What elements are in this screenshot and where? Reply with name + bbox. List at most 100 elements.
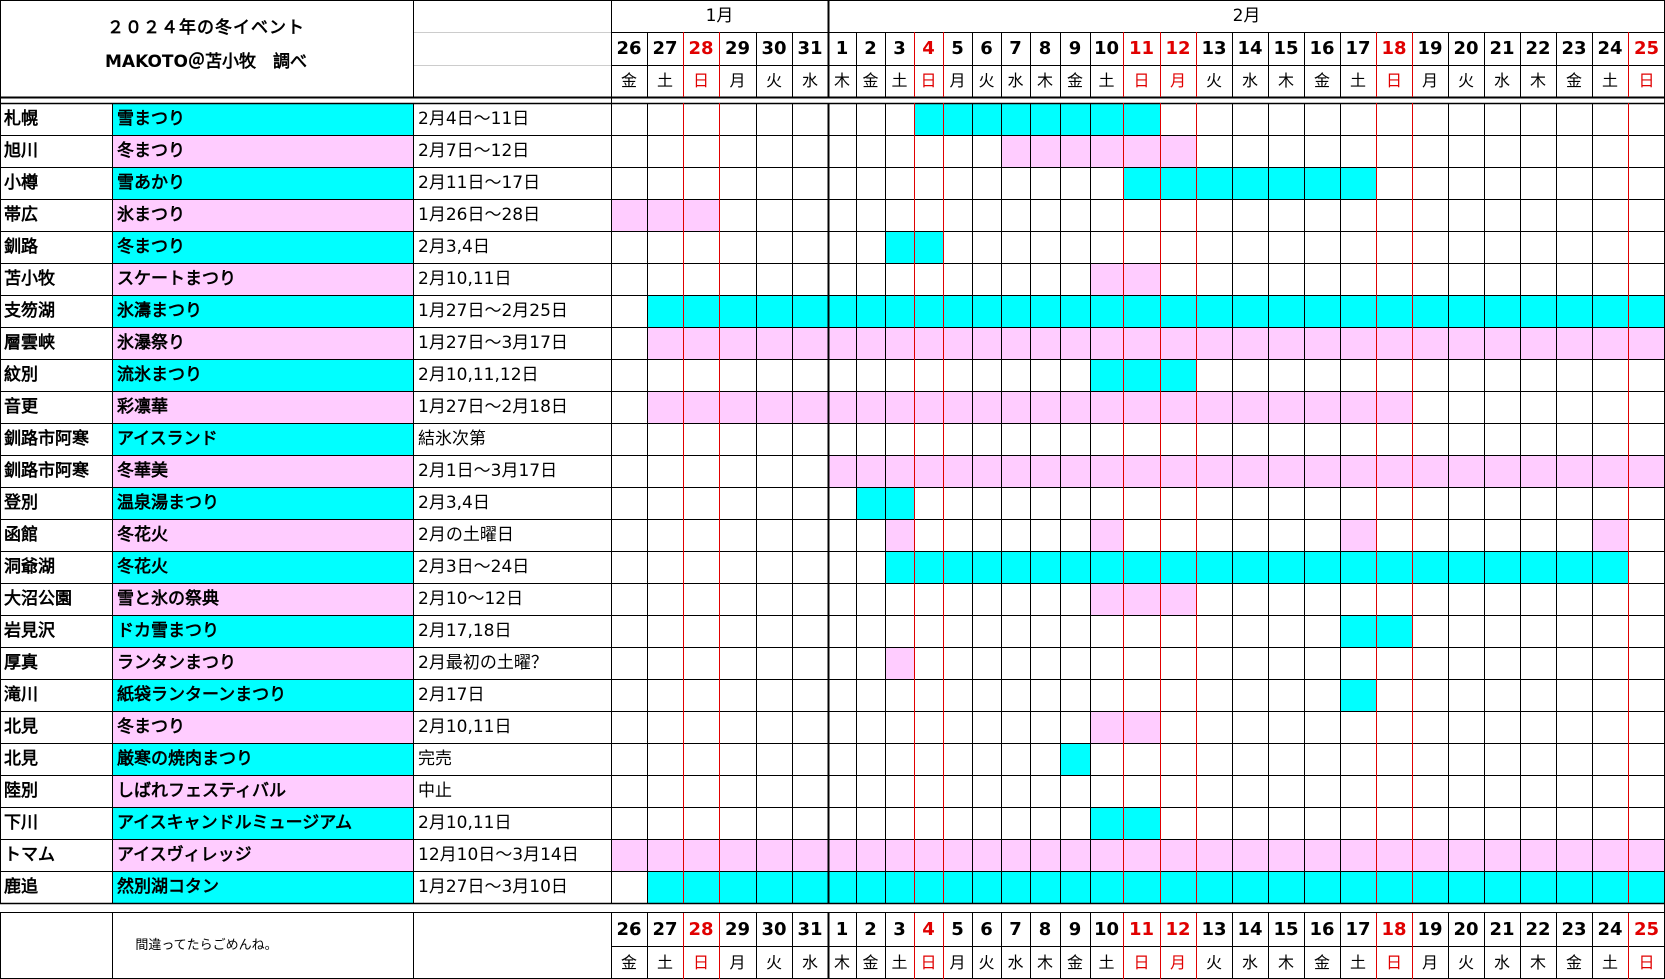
event-day-mark xyxy=(1412,839,1448,871)
footer-weekday-label: 土 xyxy=(1601,953,1618,972)
footer-day-number: 22 xyxy=(1525,919,1551,940)
footer-day-number: 1 xyxy=(835,919,849,940)
event-day-mark xyxy=(885,647,914,679)
day-number: 26 xyxy=(616,38,642,59)
day-number: 11 xyxy=(1128,38,1155,59)
event-day-mark xyxy=(1304,839,1340,871)
event-day-mark xyxy=(1123,455,1160,487)
event-day-mark xyxy=(1592,519,1628,551)
event-day-mark xyxy=(1592,839,1628,871)
event-day-mark xyxy=(1160,839,1196,871)
event-day-mark xyxy=(1030,551,1060,583)
event-day-mark xyxy=(647,295,683,327)
footer-day-number: 6 xyxy=(980,919,993,940)
event-day-mark xyxy=(792,871,828,903)
day-number: 28 xyxy=(688,38,714,59)
footer-day-number: 11 xyxy=(1128,919,1155,940)
event-day-mark xyxy=(1232,839,1268,871)
place-cell: 紋別 xyxy=(4,365,38,385)
event-day-mark xyxy=(914,551,943,583)
event-day-mark xyxy=(1123,135,1160,167)
weekday-label: 日 xyxy=(920,71,937,90)
event-day-mark xyxy=(1484,295,1520,327)
event-day-mark xyxy=(1090,583,1123,615)
footer-weekday-label: 水 xyxy=(1241,953,1258,972)
footer-day-number: 17 xyxy=(1345,919,1371,940)
day-number: 20 xyxy=(1453,38,1479,59)
event-day-mark xyxy=(828,455,856,487)
weekday-label: 水 xyxy=(1241,71,1258,90)
event-day-mark xyxy=(1304,871,1340,903)
event-day-mark xyxy=(1090,391,1123,423)
event-period-cell: 2月の土曜日 xyxy=(418,525,514,545)
event-day-mark xyxy=(683,327,719,359)
weekday-label: 木 xyxy=(1529,71,1546,90)
event-day-mark xyxy=(792,391,828,423)
event-day-mark xyxy=(1001,839,1030,871)
event-day-mark xyxy=(1232,327,1268,359)
event-day-mark xyxy=(1376,551,1412,583)
event-day-mark xyxy=(943,391,972,423)
event-day-mark xyxy=(1060,327,1090,359)
event-day-mark xyxy=(1484,839,1520,871)
weekday-label: 火 xyxy=(765,71,782,90)
event-day-mark xyxy=(856,295,885,327)
event-day-mark xyxy=(914,295,943,327)
event-day-mark xyxy=(1376,391,1412,423)
footer-note: 間違ってたらごめんね。 xyxy=(135,938,278,953)
event-day-mark xyxy=(1090,839,1123,871)
event-day-mark xyxy=(1090,103,1123,135)
event-day-mark xyxy=(1484,327,1520,359)
day-number: 2 xyxy=(864,38,877,59)
event-day-mark xyxy=(914,839,943,871)
event-day-mark xyxy=(1340,679,1376,711)
footer-weekday-label: 金 xyxy=(620,953,637,972)
event-day-mark xyxy=(1196,871,1232,903)
event-day-mark xyxy=(1628,327,1665,359)
event-day-mark xyxy=(1448,871,1484,903)
event-day-mark xyxy=(1520,871,1556,903)
event-day-mark xyxy=(1090,135,1123,167)
day-number: 9 xyxy=(1068,38,1082,59)
event-day-mark xyxy=(885,391,914,423)
footer-day-number: 25 xyxy=(1633,919,1660,940)
day-number: 7 xyxy=(1009,38,1022,59)
footer-day-number: 23 xyxy=(1561,919,1587,940)
footer-weekday-label: 木 xyxy=(1529,953,1546,972)
place-cell: 音更 xyxy=(4,397,38,417)
event-day-mark xyxy=(1123,167,1160,199)
footer-day-number: 30 xyxy=(761,919,787,940)
place-cell: 洞爺湖 xyxy=(4,557,55,577)
event-day-mark xyxy=(943,871,972,903)
event-day-mark xyxy=(792,295,828,327)
weekday-label: 火 xyxy=(978,71,995,90)
day-number: 29 xyxy=(724,38,751,59)
event-day-mark xyxy=(756,839,792,871)
event-day-mark xyxy=(1376,839,1412,871)
event-day-mark xyxy=(1484,551,1520,583)
event-day-mark xyxy=(943,455,972,487)
event-day-mark xyxy=(1376,455,1412,487)
event-day-mark xyxy=(1160,391,1196,423)
event-day-mark xyxy=(943,839,972,871)
event-day-mark xyxy=(1484,455,1520,487)
place-cell: 釧路 xyxy=(4,237,38,257)
event-name-cell: アイスランド xyxy=(112,423,413,455)
event-day-mark xyxy=(719,327,756,359)
event-day-mark xyxy=(1556,551,1592,583)
event-name-cell: 彩凛華 xyxy=(112,391,413,423)
day-number: 27 xyxy=(652,38,678,59)
footer-day-number: 8 xyxy=(1038,919,1052,940)
event-day-mark xyxy=(1232,295,1268,327)
day-number: 31 xyxy=(797,38,823,59)
event-name-cell: 冬まつり xyxy=(112,711,413,743)
event-day-mark xyxy=(647,839,683,871)
day-number: 21 xyxy=(1489,38,1515,59)
footer-day-number: 26 xyxy=(616,919,642,940)
day-number: 17 xyxy=(1345,38,1371,59)
footer-day-number: 27 xyxy=(652,919,678,940)
weekday-label: 水 xyxy=(1493,71,1510,90)
event-day-mark xyxy=(647,199,683,231)
place-cell: 苫小牧 xyxy=(4,269,55,289)
event-day-mark xyxy=(1340,551,1376,583)
